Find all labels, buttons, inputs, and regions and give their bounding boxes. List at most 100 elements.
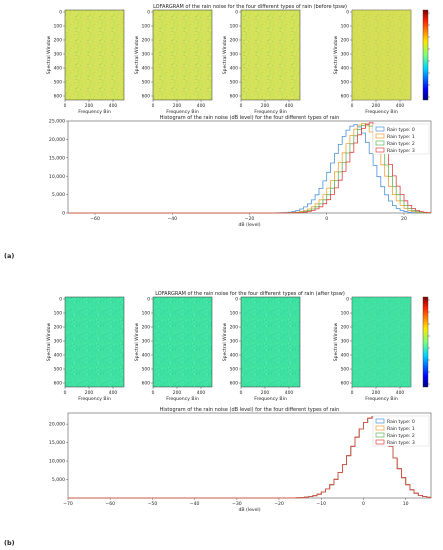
x-tick-label: 200	[372, 103, 381, 109]
lofargram-image	[240, 296, 301, 388]
series-line-3	[68, 416, 432, 499]
colorbar	[422, 9, 430, 101]
y-tick-label: 100	[230, 24, 239, 30]
colorbar-scale	[422, 296, 429, 388]
y-tick-label: 25,000	[49, 119, 65, 125]
x-tick-label: −20	[274, 501, 284, 507]
x-tick-label: −50	[148, 501, 158, 507]
y-axis-label: Spectral Window	[134, 35, 140, 74]
legend-box	[372, 123, 430, 155]
colorbar	[422, 296, 430, 388]
x-tick-label: 400	[285, 390, 294, 396]
y-tick-label: 500	[230, 367, 239, 373]
y-tick-label: 400	[142, 66, 151, 72]
y-tick-label: 0	[235, 10, 238, 16]
y-tick-label: 600	[341, 381, 350, 387]
y-tick-label: 300	[142, 52, 151, 58]
y-tick-label: 600	[341, 94, 350, 100]
y-tick-label: 600	[142, 381, 151, 387]
x-tick-label: 200	[85, 390, 94, 396]
y-tick-label: 200	[341, 325, 350, 331]
y-tick-label: 100	[341, 24, 350, 30]
y-tick-label: 100	[142, 311, 151, 317]
y-tick-label: 20,000	[49, 422, 65, 428]
y-tick-label: 200	[54, 325, 63, 331]
y-tick-label: 400	[230, 353, 239, 359]
y-tick-label: 200	[230, 38, 239, 44]
y-tick-label: 300	[341, 52, 350, 58]
y-tick-label: 5,000	[52, 477, 65, 483]
x-tick-label: 0	[351, 390, 354, 396]
legend-entry: Rain type: 1	[387, 134, 415, 140]
legend-entry: Rain type: 1	[387, 426, 415, 432]
x-tick-label: 200	[261, 390, 270, 396]
legend-swatch	[375, 140, 385, 146]
x-tick-label: 200	[261, 103, 270, 109]
x-tick-label: −30	[232, 501, 242, 507]
y-tick-label: 200	[341, 38, 350, 44]
panel-label: (a)	[4, 252, 14, 260]
y-tick-label: 600	[54, 94, 63, 100]
y-tick-label: 300	[54, 339, 63, 345]
x-tick-label: 200	[372, 390, 381, 396]
x-tick-label: −40	[190, 501, 200, 507]
y-tick-label: 500	[341, 80, 350, 86]
x-tick-label: 0	[64, 103, 67, 109]
legend-swatch	[375, 126, 385, 132]
panel-label: (b)	[4, 539, 15, 547]
legend-swatch	[375, 432, 385, 438]
y-tick-label: 10,000	[49, 174, 65, 180]
legend-box	[372, 415, 430, 447]
y-tick-label: 0	[346, 297, 349, 303]
y-tick-label: 100	[142, 24, 151, 30]
legend-swatch	[375, 425, 385, 431]
x-axis-label: Frequency Bin	[254, 396, 287, 402]
lofargram-image	[64, 296, 125, 388]
x-axis-label: Frequency Bin	[365, 109, 398, 115]
legend-swatch	[375, 439, 385, 445]
histogram: Histogram of the rain noise (dB level) f…	[49, 407, 432, 513]
y-tick-label: 200	[142, 38, 151, 44]
legend-entry: Rain type: 2	[387, 141, 415, 147]
y-tick-label: 100	[341, 311, 350, 317]
x-tick-label: 0	[240, 390, 243, 396]
y-axis-label: Spectral Window	[333, 322, 339, 361]
panel-b: LOFARGRAM of the rain noise for the four…	[4, 291, 432, 547]
y-tick-label: 400	[230, 66, 239, 72]
y-tick-label: 200	[142, 325, 151, 331]
y-axis-label: Spectral Window	[222, 322, 228, 361]
histogram-title: Histogram of the rain noise (dB level) f…	[160, 115, 340, 121]
x-tick-label: −20	[245, 216, 255, 222]
y-tick-label: 20,000	[49, 137, 65, 143]
legend-swatch	[375, 133, 385, 139]
y-tick-label: 300	[54, 52, 63, 58]
x-tick-label: 0	[325, 216, 328, 222]
x-tick-label: 0	[362, 501, 365, 507]
x-axis-label: Frequency Bin	[166, 109, 199, 115]
histogram-title: Histogram of the rain noise (dB level) f…	[160, 407, 340, 413]
lofargram-overlay	[352, 297, 411, 387]
lofargram-image	[64, 9, 125, 101]
x-tick-label: 400	[109, 390, 118, 396]
y-tick-label: 0	[346, 10, 349, 16]
legend-entry: Rain type: 0	[387, 419, 415, 425]
y-tick-label: 0	[235, 297, 238, 303]
x-tick-label: 0	[240, 103, 243, 109]
y-tick-label: 0	[147, 10, 150, 16]
x-axis-label: Frequency Bin	[254, 109, 287, 115]
y-tick-label: 300	[142, 339, 151, 345]
x-tick-label: 0	[351, 103, 354, 109]
histogram: Histogram of the rain noise (dB level) f…	[49, 115, 432, 228]
x-tick-label: 200	[85, 103, 94, 109]
y-tick-label: 0	[59, 297, 62, 303]
y-tick-label: 400	[54, 353, 63, 359]
y-tick-label: 100	[230, 311, 239, 317]
y-tick-label: 300	[341, 339, 350, 345]
